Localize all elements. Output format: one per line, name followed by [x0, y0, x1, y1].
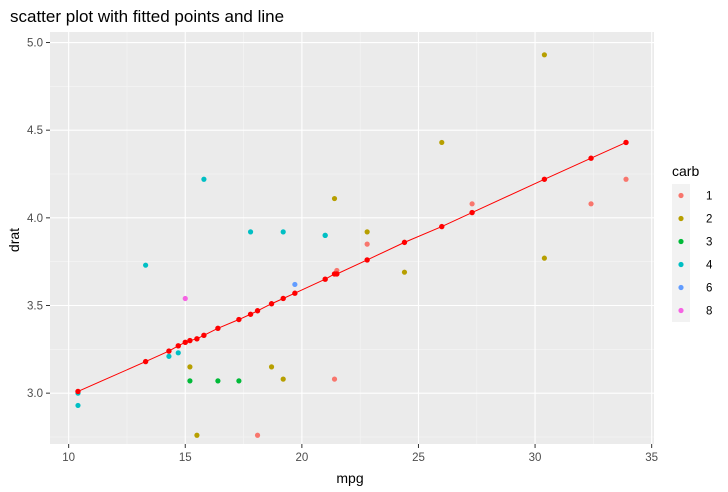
data-point-carb-3 — [236, 378, 242, 384]
fitted-point — [182, 339, 188, 346]
data-point-carb-1 — [364, 241, 370, 247]
fitted-point — [187, 337, 193, 344]
x-tick-label: 20 — [295, 452, 308, 464]
x-tick-label: 35 — [645, 452, 658, 464]
fitted-point — [247, 311, 254, 317]
legend-key-background — [672, 184, 690, 322]
y-tick-label: 3.0 — [27, 388, 43, 400]
fitted-point — [469, 209, 475, 216]
legend-entries: 1 2 3 4 6 8 — [672, 184, 713, 322]
data-point-carb-2 — [331, 195, 338, 202]
fitted-line-group — [75, 139, 629, 395]
fitted-point — [166, 348, 172, 354]
chart-title: scatter plot with fitted points and line — [10, 7, 284, 26]
data-point-carb-2 — [541, 255, 547, 261]
y-tick-label: 4.0 — [27, 213, 43, 225]
y-axis-title: drat — [6, 228, 22, 252]
data-point-carb-4 — [247, 229, 254, 235]
data-point-carb-1 — [331, 376, 338, 382]
data-point-carb-4 — [166, 353, 172, 359]
data-point-carb-2 — [268, 364, 275, 370]
major-grid — [50, 32, 654, 444]
fitted-point — [541, 176, 548, 182]
fitted-point — [194, 336, 200, 342]
fitted-point — [268, 301, 275, 307]
plot-panel — [50, 32, 654, 444]
data-point-carb-3 — [187, 378, 193, 384]
legend-label-2: 2 — [706, 214, 712, 226]
minor-grid — [50, 32, 654, 444]
legend-label-3: 3 — [706, 237, 712, 249]
legend-key-6 — [678, 284, 684, 291]
data-point-carb-4 — [280, 229, 286, 235]
legend-label-6: 6 — [706, 283, 712, 295]
data-point-carb-2 — [541, 52, 547, 58]
x-tick-label: 30 — [529, 452, 542, 464]
legend-key-3 — [678, 238, 684, 245]
legend: carb 1 2 3 4 6 8 — [672, 163, 713, 322]
legend-label-1: 1 — [706, 191, 712, 203]
fitted-point — [623, 139, 629, 146]
fitted-point — [75, 388, 81, 395]
data-point-carb-2 — [280, 376, 286, 382]
fitted-point — [215, 325, 221, 331]
legend-label-8: 8 — [706, 306, 712, 318]
fitted-point — [236, 316, 242, 323]
data-point-carb-6 — [292, 281, 298, 288]
y-tick-label: 3.5 — [27, 300, 43, 312]
legend-label-4: 4 — [706, 260, 713, 272]
legend-title: carb — [672, 163, 699, 179]
fitted-point — [280, 295, 286, 302]
fitted-point — [401, 239, 408, 246]
data-point-carb-2 — [364, 229, 370, 235]
x-tick-label: 25 — [412, 452, 425, 464]
legend-key-8 — [678, 307, 684, 314]
legend-key-1 — [678, 192, 684, 199]
legend-key-2 — [678, 215, 684, 222]
data-point-carb-1 — [469, 201, 475, 207]
data-point-carb-4 — [322, 232, 328, 238]
data-point-carb-2 — [187, 364, 193, 370]
data-point-carb-3 — [215, 378, 221, 384]
data-point-carb-1 — [588, 201, 594, 207]
axes: 10 15 20 25 30 35 3.0 3.5 4.0 4.5 5.0 — [27, 38, 658, 464]
y-tick-label: 4.5 — [27, 125, 43, 137]
data-point-carb-1 — [254, 432, 261, 438]
data-point-carb-4 — [201, 176, 207, 182]
x-tick-label: 15 — [179, 452, 192, 464]
data-point-carb-1 — [623, 176, 629, 182]
fitted-point — [142, 358, 149, 365]
fitted-point — [588, 155, 594, 161]
data-point-carb-4 — [175, 350, 181, 356]
fitted-point — [322, 276, 328, 282]
data-point-carb-4 — [143, 262, 149, 268]
x-tick-label: 10 — [62, 452, 75, 464]
fitted-point — [364, 257, 370, 263]
data-points — [75, 52, 629, 438]
data-point-carb-2 — [401, 269, 408, 275]
fitted-point — [201, 332, 207, 339]
y-tick-label: 5.0 — [27, 38, 43, 50]
fitted-point — [175, 343, 181, 349]
data-point-carb-2 — [194, 432, 200, 438]
legend-key-4 — [678, 261, 684, 268]
fitted-point — [292, 290, 298, 296]
data-point-carb-8 — [182, 295, 188, 302]
fitted-point — [334, 271, 340, 277]
fitted-point — [439, 223, 445, 230]
x-axis-title: mpg — [336, 470, 363, 486]
fitted-point — [254, 308, 261, 314]
data-point-carb-4 — [75, 402, 81, 409]
data-point-carb-2 — [439, 139, 445, 146]
